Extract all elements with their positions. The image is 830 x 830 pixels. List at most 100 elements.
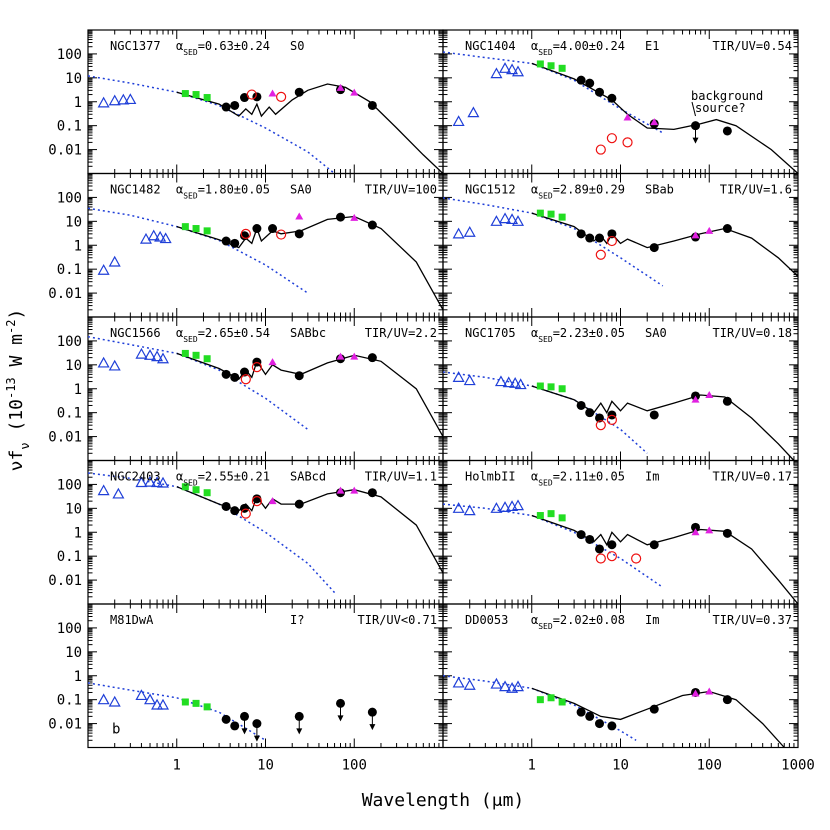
ir-point [230,506,240,516]
panel-morph-type: Im [645,470,659,484]
uv-point [494,375,507,387]
y-tick-label: 0.01 [48,717,82,733]
panel-morph-type: Im [645,613,659,627]
y-tick-label: 0.1 [57,119,82,135]
uv-point [452,371,465,382]
stellar-model-line [443,503,664,588]
uv-point [506,63,519,75]
red-open-point [595,144,606,155]
uv-point [154,230,167,242]
panel-galaxy-name: NGC1377 [110,39,161,53]
panel-alpha-sed: αSED=2.02±0.08 [531,613,625,631]
ir-point [294,371,304,381]
uv-point [452,502,465,513]
ir-point [268,224,278,234]
sed-model-line [176,486,443,574]
panel-ngc1566: 100 10 1 0.1 0.01 NGC1566 αSED=2.65±0.54 SABbc T… [48,316,444,462]
uv-point [452,676,465,688]
mid-ir-point [350,88,359,96]
panel-morph-type: SABcd [290,470,326,484]
ir-point [691,121,701,131]
panel-plot-area [443,499,798,604]
uv-point [108,94,121,106]
panel-tir-uv: TIR/UV=0.37 [713,613,792,627]
uv-point [97,484,110,496]
upper-limit-arrowhead [241,728,248,735]
mid-ir-point [336,486,345,494]
uv-point [463,504,476,516]
nir-point [558,514,566,522]
mid-ir-point [295,212,304,220]
nir-point [203,703,211,711]
sed-model-line [531,212,798,277]
nir-point [547,510,555,518]
uv-point [156,698,170,710]
ir-point [367,353,377,363]
panel-alpha-sed: αSED=4.00±0.24 [531,39,625,57]
uv-point [156,352,170,364]
ir-point [649,704,659,714]
upper-limit-arrowhead [692,137,699,144]
y-tick-label: 1 [74,525,82,541]
x-axis-label: Wavelength (μm) [362,790,525,811]
mid-ir-point [705,390,714,398]
uv-point [151,350,164,362]
mid-ir-point [350,352,359,360]
mid-ir-point [268,497,277,505]
y-tick-label: 100 [57,621,82,637]
y-tick-label: 0.01 [48,143,82,159]
annotation-background: background [691,89,763,103]
panel-morph-type: E1 [645,39,659,53]
uv-point [490,677,503,689]
ir-point [607,540,617,550]
y-tick-label: 10 [65,71,82,87]
ir-point [585,408,595,418]
x-tick-label: 100 [342,758,367,774]
sed-model-line [176,83,443,174]
panel-alpha-sed: αSED=0.63±0.24 [176,39,270,57]
uv-point [135,689,148,701]
sed-model-line [531,514,798,604]
panel-tir-uv: TIR/UV=0.18 [713,326,792,340]
stellar-model-line [443,675,637,741]
ir-point [585,534,595,544]
x-tick-label: 1 [173,758,181,774]
uv-point [144,349,157,360]
uv-point [108,359,121,371]
uv-point [135,476,148,488]
panel-tir-uv: TIR/UV=1.1 [365,470,437,484]
ir-point [576,229,586,239]
ir-point [595,719,605,729]
uv-point [511,65,525,77]
panel-tir-uv: TIR/UV<0.71 [358,613,437,627]
mid-ir-point [705,526,714,534]
panel-plot-area [443,675,785,748]
ir-point [221,501,231,511]
nir-point [192,486,200,494]
y-tick-label: 10 [65,214,82,230]
panel-ngc2403: 100 10 1 0.1 0.01 NGC2403 αSED=2.55±0.21 SABcd T… [48,459,444,605]
mid-ir-point [691,528,700,536]
ir-point [722,126,732,136]
panel-ngc1404: NGC1404 αSED=4.00±0.24 E1 TIR/UV=0.54 backgr… [442,29,799,175]
nir-point [192,91,200,99]
uv-point [463,679,476,690]
y-tick-label: 0.1 [57,262,82,278]
x-tick-label: 10 [612,758,629,774]
ir-point [576,707,586,717]
mid-ir-point [650,118,659,126]
ir-point [722,695,732,705]
uv-point [506,213,519,225]
panel-galaxy-name: NGC1482 [110,183,161,197]
ir-point [294,229,304,239]
ir-point [691,522,701,532]
sed-model-line [531,62,798,174]
mid-ir-point [705,687,714,695]
annotation-b: b [112,722,120,738]
nir-point [547,210,555,218]
upper-limit-arrowhead [337,715,344,722]
panel-galaxy-name: DD0053 [465,613,508,627]
sed-model-line [176,215,443,311]
panel-morph-type: I? [290,613,304,627]
red-open-point [606,414,617,425]
